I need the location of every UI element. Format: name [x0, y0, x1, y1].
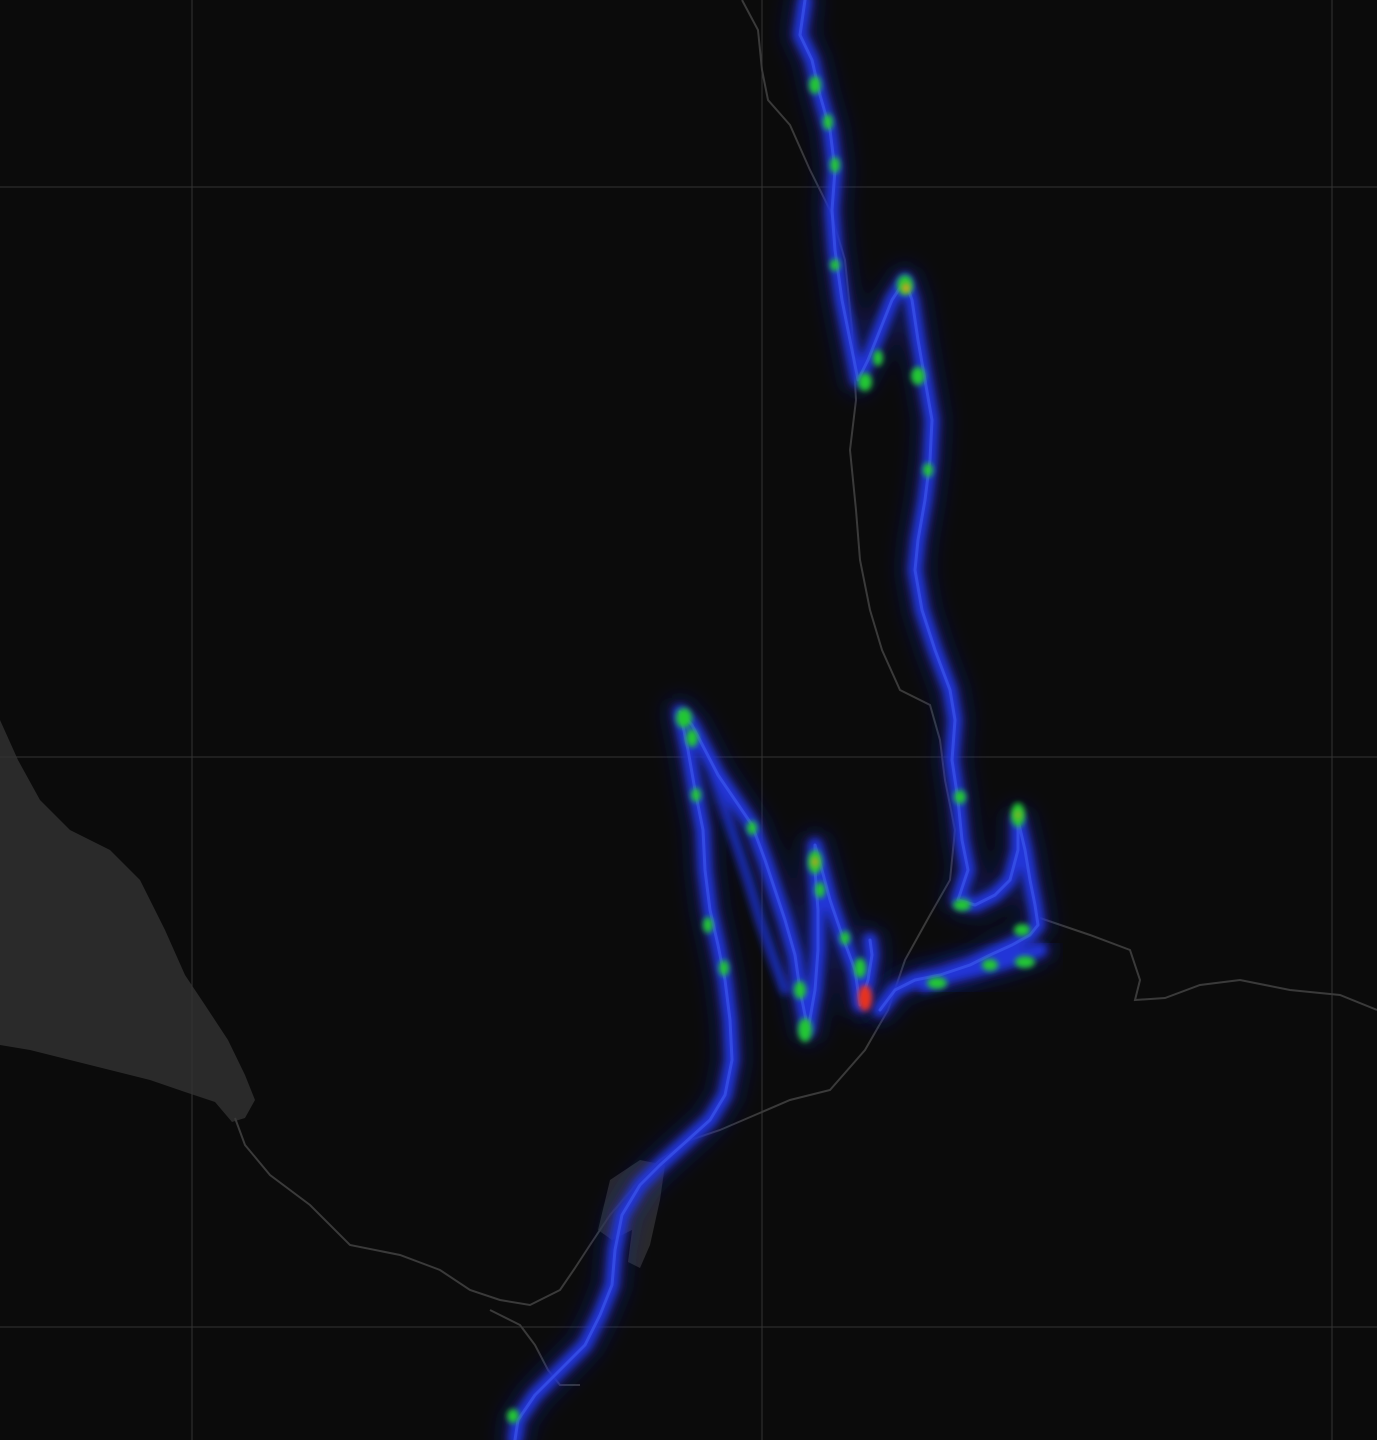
route-core-parallel [705, 755, 790, 995]
lake-shape [0, 720, 255, 1122]
heat-hotspots-high [812, 283, 1021, 1011]
route-inner-north [798, 0, 1040, 1012]
heatmap-layer [500, 0, 1055, 1440]
